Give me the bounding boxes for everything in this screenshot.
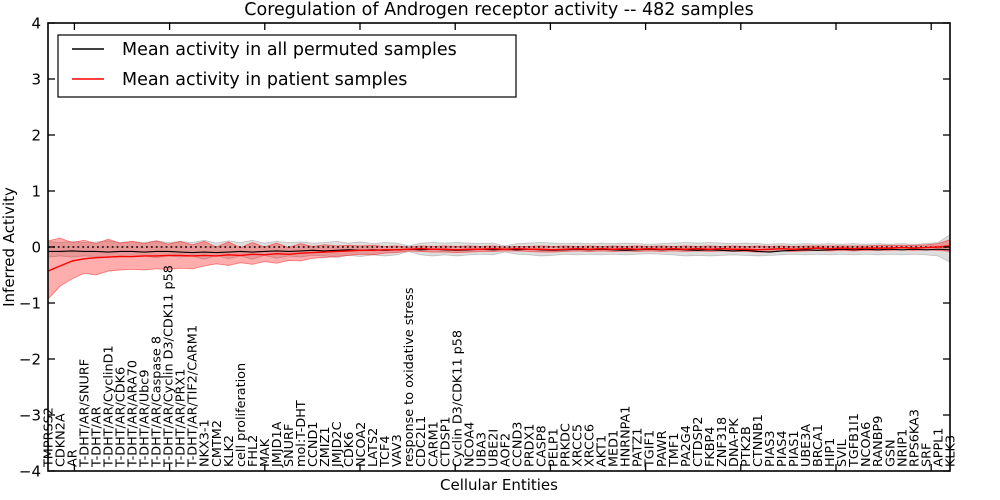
x-tick-label: T-DHT/AR	[90, 406, 105, 468]
x-axis-label: Cellular Entities	[440, 476, 558, 494]
legend: Mean activity in all permuted samples Mea…	[57, 34, 517, 98]
x-tick-label: HNRNPA1	[619, 406, 634, 467]
x-tick-label: PIAS3	[763, 430, 778, 467]
x-tick-label: mol:T-DHT	[294, 400, 309, 467]
x-tick-label: APPL1	[931, 428, 946, 467]
x-tick-label: CDC2L1	[414, 416, 429, 467]
x-tick-labels: TMPRSS2CDKN2AART-DHT/AR/SNURFT-DHT/ART-D…	[41, 265, 958, 468]
x-tick-label: BRCA1	[811, 424, 826, 467]
x-tick-label: KLK2	[222, 435, 237, 467]
x-tick-label: TMPRSS2	[41, 407, 56, 468]
x-tick-label: PA2G4	[679, 425, 694, 467]
x-tick-label: TCF4	[378, 435, 393, 468]
x-tick-label: KLK3	[943, 435, 958, 467]
x-tick-label: MAK	[258, 438, 273, 467]
x-tick-label: LATS2	[366, 428, 381, 467]
y-tick-label: 2	[31, 127, 41, 145]
x-tick-label: CDKN2A	[53, 413, 68, 467]
x-tick-label: SRF	[919, 443, 934, 467]
y-tick-label: 4	[31, 15, 41, 33]
x-tick-label: NCOA4	[462, 422, 477, 467]
x-tick-label: JMJD2C	[330, 421, 345, 468]
x-tick-label: NKX3-1	[198, 419, 213, 467]
x-tick-label: PELP1	[547, 428, 562, 467]
x-tick-label: MED1	[607, 430, 622, 467]
x-tick-label: response to oxidative stress	[402, 287, 417, 467]
x-tick-label: PRDX1	[522, 424, 537, 467]
x-tick-label: CCND3	[510, 422, 525, 467]
x-tick-label: CMTM2	[210, 420, 225, 467]
legend-label-permuted: Mean activity in all permuted samples	[122, 40, 457, 60]
x-tick-label: TGIF1	[643, 430, 658, 468]
y-tick-label: −3	[19, 407, 41, 425]
x-tick-label: T-DHT/AR/Cyclin D3/CDK11 p58	[162, 265, 177, 468]
legend-box	[57, 34, 517, 98]
x-tick-label: ZNF318	[715, 417, 730, 467]
x-tick-label: RPS6KA3	[907, 409, 922, 467]
x-tick-label: TGFB1I1	[847, 413, 862, 468]
chart-title: Coregulation of Androgen receptor activi…	[244, 0, 753, 20]
x-tick-label: HIP1	[823, 438, 838, 467]
x-axis-ticks	[73, 23, 932, 471]
y-axis-label: Inferred Activity	[0, 187, 18, 307]
x-tick-label: UBA3	[474, 432, 489, 467]
x-tick-label: CTDSP1	[438, 416, 453, 467]
x-tick-label: CCND1	[306, 422, 321, 467]
x-tick-label: NCOA2	[354, 422, 369, 467]
legend-label-patient: Mean activity in patient samples	[122, 70, 407, 90]
x-tick-label: UBE3A	[799, 424, 814, 467]
x-tick-label: ZMIZ1	[318, 427, 333, 468]
x-tick-label: PIAS4	[775, 430, 790, 467]
x-tick-label: XRCC6	[583, 424, 598, 467]
x-tick-label: NCOA6	[859, 422, 874, 467]
x-tick-label: cell proliferation	[234, 363, 249, 467]
y-axis-ticks: 4 3 2 1 0 −1 −2 −3 −4	[19, 15, 950, 481]
x-tick-label: SVIL	[835, 438, 850, 467]
x-tick-label: TMF1	[667, 433, 682, 468]
y-tick-label: −4	[19, 463, 41, 481]
x-tick-label: DNA-PK	[727, 418, 742, 467]
x-tick-label: T-DHT/AR/PRX1	[174, 369, 189, 468]
x-tick-label: CTDSP2	[691, 416, 706, 467]
x-tick-label: FHL2	[246, 435, 261, 467]
x-tick-label: XRCC5	[571, 424, 586, 467]
x-tick-label: JMJD1A	[270, 421, 285, 468]
x-tick-label: PTK2B	[739, 426, 754, 467]
x-tick-label: T-DHT/AR/ARA70	[126, 360, 141, 468]
x-tick-label: SNURF	[282, 424, 297, 467]
x-tick-label: PAWR	[655, 430, 670, 467]
x-tick-label: PRKDC	[559, 423, 574, 467]
x-tick-label: T-DHT/AR/SNURF	[77, 359, 92, 468]
x-tick-label: NRIP1	[895, 429, 910, 467]
x-tick-label: RANBP9	[871, 416, 886, 467]
x-tick-label: PIAS1	[787, 430, 802, 467]
x-tick-label: GSN	[883, 439, 898, 467]
y-tick-label: −2	[19, 351, 41, 369]
x-tick-label: PATZ1	[631, 428, 646, 467]
x-tick-label: T-DHT/AR/Caspase 8	[150, 336, 165, 468]
x-tick-label: T-DHT/AR/Ubc9	[138, 370, 153, 469]
x-tick-label: T-DHT/AR/TIF2/CARM1	[186, 325, 201, 468]
x-tick-label: CDK6	[342, 432, 357, 467]
x-tick-label: FKBP4	[703, 427, 718, 467]
x-tick-label: Cyclin D3/CDK11 p58	[450, 330, 465, 467]
x-tick-label: AKT1	[595, 435, 610, 467]
y-tick-label: 1	[31, 183, 41, 201]
y-tick-label: 3	[31, 71, 41, 89]
x-tick-label: AOF2	[498, 433, 513, 467]
x-tick-label: CARM1	[426, 421, 441, 467]
x-tick-label: T-DHT/AR/CDK6	[114, 367, 129, 468]
x-tick-label: CASP8	[534, 425, 549, 467]
y-tick-label: −1	[19, 295, 41, 313]
patient-mean-line	[47, 245, 951, 272]
x-tick-label: VAV3	[390, 434, 405, 467]
x-tick-label: CTNNB1	[751, 414, 766, 467]
x-tick-label: UBE2I	[486, 429, 501, 467]
x-tick-label: T-DHT/AR/CyclinD1	[102, 345, 117, 468]
x-tick-label: AR	[65, 449, 80, 467]
y-tick-label: 0	[31, 239, 41, 257]
